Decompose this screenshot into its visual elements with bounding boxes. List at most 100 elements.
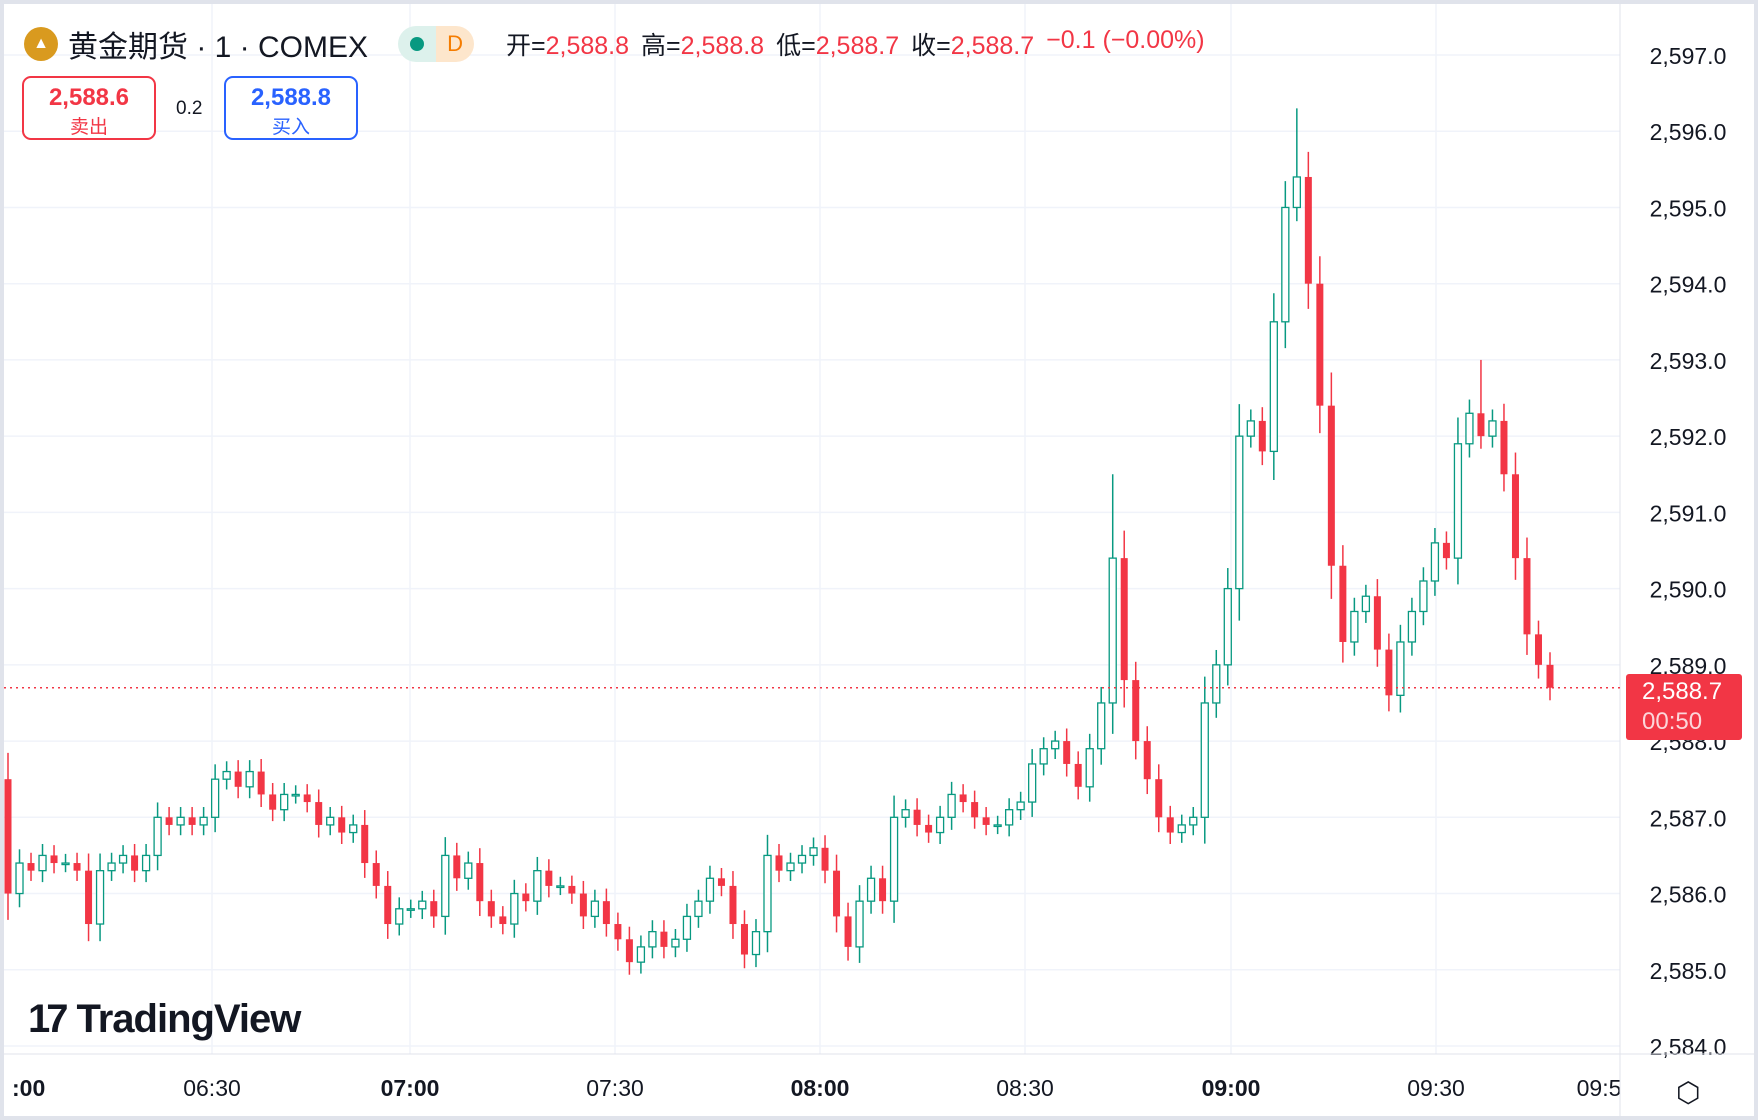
candle-body [234,771,242,787]
time-tick-label: 09:30 [1407,1075,1465,1101]
candle-body [418,900,427,910]
price-tick-label: 2,584.0 [1650,1034,1727,1060]
candle-body [1143,741,1151,780]
low-value: 低=2,588.7 [776,32,900,60]
candle-body [1316,283,1324,406]
candle-body [879,878,887,902]
candle-body [372,863,380,886]
candle-body [636,946,646,963]
candle-body [453,855,461,879]
last-price-label: 2,588.7 00:50 [1626,674,1742,740]
candle-body [85,870,93,925]
candle-body [245,770,254,788]
candle-body [590,900,600,918]
sell-price: 2,588.6 [48,84,130,111]
sell-label: 卖出 [69,117,108,138]
candle-body [510,892,519,925]
candle-body [717,878,725,886]
price-tick-label: 2,592.0 [1650,424,1727,450]
price-tick-label: 2,590.0 [1650,577,1727,603]
candle-body [545,870,553,886]
candle-body [1511,474,1519,559]
candle-body [775,855,783,871]
price-chart[interactable]: 2,597.0 2,596.0 2,595.0 2,594.0 2,593.0 2,592… [4,4,1754,1116]
tradingview-wordmark: TradingView [76,997,302,1041]
candle-body [406,908,415,911]
market-status-pill[interactable]: D [398,26,475,62]
buy-button[interactable]: 2,588.8 买入 [224,76,358,140]
candle-body [107,862,116,872]
candle-body [430,901,438,917]
candle-body [648,931,657,948]
candle-body [971,802,979,818]
time-tick-label: 07:30 [586,1075,644,1101]
candle-body [1534,634,1542,665]
candle-body [188,817,196,825]
tradingview-logo[interactable]: 17 TradingView [28,997,302,1042]
change-value: −0.1 (−0.00%) [1046,26,1205,54]
candle-body [1523,558,1531,635]
candle-body [1373,596,1381,650]
candle-body [1304,176,1312,284]
candle-body [705,877,715,902]
candle-body [1189,816,1198,826]
candle-body [1385,649,1393,696]
price-tick-label: 2,586.0 [1650,882,1727,908]
candle-body [1281,206,1290,323]
candle-body [1465,412,1474,445]
candle-body [1200,702,1209,818]
candle-body [15,862,24,895]
candle-body [27,863,35,871]
price-tick-label: 2,587.0 [1650,805,1727,831]
candle-body [913,809,921,825]
candle-body [441,854,450,918]
time-tick-label: 09:5 [1577,1075,1622,1101]
candle-body [269,794,277,810]
candle-body [1016,801,1025,811]
time-tick-label: 07:00 [381,1075,440,1101]
settings-icon[interactable]: ⬡ [1676,1077,1701,1108]
candle-body [38,854,47,872]
sell-button[interactable]: 2,588.6 卖出 [22,76,156,140]
candle-body [141,854,151,872]
candle-body [982,817,990,825]
candle-body [338,817,346,833]
candle-body [889,816,899,902]
candle-body [579,893,587,917]
candle-body [1051,740,1060,750]
price-tick-label: 2,585.0 [1650,958,1727,984]
candle-body [1063,741,1071,764]
candle-body [1500,420,1508,475]
symbol-header: ▲ 黄金期货 · 1 · COMEX D 开=2,588.8 高=2,588.8… [24,24,1205,64]
candle-body [568,885,576,894]
candle-body [671,938,680,948]
candle-body [925,824,933,833]
price-tick-label: 2,596.0 [1650,119,1727,145]
candle-body [1074,763,1082,787]
candle-body [118,854,128,864]
candle-body [315,802,323,825]
price-tick-label: 2,597.0 [1650,43,1727,69]
candle-body [349,824,358,834]
price-tick-label: 2,595.0 [1650,195,1727,221]
candle-body [1235,435,1244,590]
candle-body [614,924,622,940]
candle-body [901,809,910,818]
open-value: 开=2,588.8 [506,32,630,60]
interval-badge: D [436,26,475,62]
candle-body [797,854,807,864]
time-tick-label: 08:30 [996,1075,1054,1101]
candle-body [763,854,772,933]
candle-body [1039,748,1048,765]
candle-body [1327,405,1335,566]
symbol-title[interactable]: 黄金期货 · 1 · COMEX [68,31,369,64]
candle-body [1430,542,1440,582]
candle-body [1396,641,1405,696]
tradingview-logo-icon: 17 [28,997,68,1041]
candle-body [935,816,945,834]
candle-body [257,771,265,795]
candle-body [1097,702,1106,750]
candle-body [866,877,876,902]
market-open-icon [398,26,437,62]
buy-price: 2,588.8 [250,84,332,111]
